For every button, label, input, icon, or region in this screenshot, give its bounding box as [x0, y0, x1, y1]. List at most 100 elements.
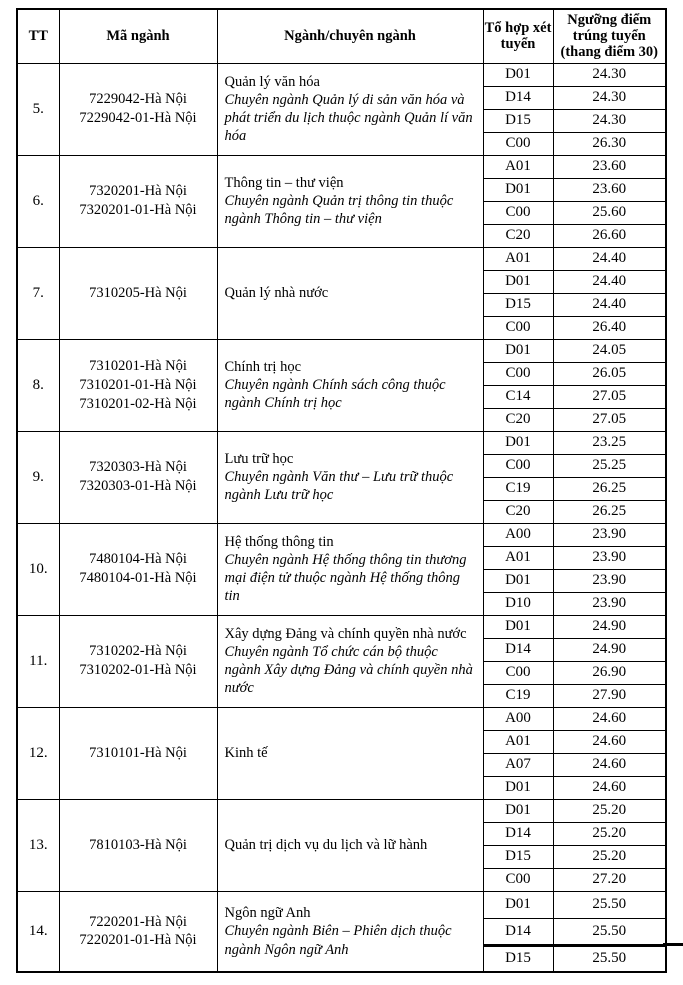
table-row: 6. 7320201-Hà Nội 7320201-01-Hà Nội Thông t…	[16, 154, 667, 248]
major-cell: Quản trị dịch vụ du lịch và lữ hành	[216, 798, 484, 892]
major-code-cell: 7310202-Hà Nội 7310202-01-Hà Nội	[58, 614, 218, 708]
row-number: 5.	[16, 62, 60, 156]
combo-cell: A01	[482, 246, 554, 271]
score-cell: 24.60	[552, 706, 667, 731]
table-body: 5. 7229042-Hà Nội 7229042-01-Hà Nội Quản lý…	[16, 62, 667, 973]
score-subrow: C00 26.90	[17, 660, 667, 685]
major-code-cell: 7320303-Hà Nội 7320303-01-Hà Nội	[58, 430, 218, 524]
combo-cell: A00	[482, 522, 554, 547]
combo-cell: D01	[482, 338, 554, 363]
major-name: Ngôn ngữ Anh	[224, 905, 311, 922]
major-cell: Chính trị học Chuyên ngành Chính sách côn…	[216, 338, 484, 432]
table-header: TT Mã ngành Ngành/chuyên ngành Tổ hợp xé…	[16, 8, 667, 64]
major-name: Thông tin – thư viện	[224, 174, 344, 191]
combo-cell: D01	[482, 798, 554, 823]
major-code-line: 7480104-Hà Nội	[89, 551, 187, 568]
combo-cell: D01	[482, 614, 554, 639]
combo-cell: D14	[482, 85, 554, 110]
combo-cell: C20	[482, 499, 554, 524]
score-cell: 25.60	[552, 200, 667, 225]
major-name: Kinh tế	[224, 745, 268, 762]
score-subrow: C20 27.05	[17, 407, 667, 432]
score-cell: 26.90	[552, 660, 667, 685]
score-cell: 24.90	[552, 637, 667, 662]
combo-cell: D01	[482, 775, 554, 800]
table-row: 12. 7310101-Hà Nội Kinh tế A00 24.60	[16, 706, 667, 800]
major-cell: Quản lý văn hóa Chuyên ngành Quản lý di s…	[216, 62, 484, 156]
major-cell: Lưu trữ học Chuyên ngành Văn thư – Lưu tr…	[216, 430, 484, 524]
combo-cell: D01	[482, 62, 554, 87]
combo-cell: C00	[482, 867, 554, 892]
combo-cell: D14	[482, 917, 554, 946]
score-cell: 27.20	[552, 867, 667, 892]
score-cell: 23.90	[552, 545, 667, 570]
table-row: 8. 7310201-Hà Nội 7310201-01-Hà Nội 7310201…	[16, 338, 667, 432]
col-header-nguong-diem: Ngưỡng điểm trúng tuyển (thang điểm 30)	[552, 8, 667, 64]
table-row: 10. 7480104-Hà Nội 7480104-01-Hà Nội Hệ thố…	[16, 522, 667, 616]
major-cell: Xây dựng Đảng và chính quyền nhà nước Chu…	[216, 614, 484, 708]
row-number: 6.	[16, 154, 60, 248]
combo-cell: D14	[482, 821, 554, 846]
major-name: Quản lý nhà nước	[224, 285, 329, 302]
combo-cell: C00	[482, 315, 554, 340]
score-cell: 23.90	[552, 522, 667, 547]
score-subrow: A07 24.60	[17, 752, 667, 777]
combo-cell: D15	[482, 943, 554, 973]
score-subrow: C20 26.25	[17, 499, 667, 524]
major-code-cell: 7310201-Hà Nội 7310201-01-Hà Nội 7310201-0…	[58, 338, 218, 432]
major-code-line: 7310201-02-Hà Nội	[79, 395, 197, 412]
major-code-line: 7320303-01-Hà Nội	[79, 478, 197, 495]
combo-cell: C19	[482, 476, 554, 501]
major-name: Quản trị dịch vụ du lịch và lữ hành	[224, 837, 428, 854]
score-cell: 25.20	[552, 844, 667, 869]
score-subrow: C00 26.05	[17, 361, 667, 386]
score-cell: 27.05	[552, 407, 667, 432]
combo-cell: D01	[482, 177, 554, 202]
col-header-to-hop-xet-tuyen: Tổ hợp xét tuyển	[482, 8, 554, 64]
major-code-line: 7310202-Hà Nội	[89, 643, 187, 660]
table-row: 11. 7310202-Hà Nội 7310202-01-Hà Nội Xây dự…	[16, 614, 667, 708]
row-number: 14.	[16, 890, 60, 973]
score-subrow: D14 24.30	[17, 85, 667, 110]
combo-cell: C00	[482, 660, 554, 685]
score-subrow: A01 24.60	[17, 729, 667, 754]
table-row: 5. 7229042-Hà Nội 7229042-01-Hà Nội Quản lý…	[16, 62, 667, 156]
major-code-line: 7320201-01-Hà Nội	[79, 202, 197, 219]
combo-cell: C00	[482, 361, 554, 386]
major-specialization: Chuyên ngành Chính sách công thuộc ngành…	[224, 377, 446, 412]
score-cell: 23.60	[552, 154, 667, 179]
major-code-line: 7320303-Hà Nội	[89, 459, 187, 476]
major-code-cell: 7220201-Hà Nội 7220201-01-Hà Nội	[58, 890, 218, 973]
combo-cell: D14	[482, 637, 554, 662]
table-row: 14. 7220201-Hà Nội 7220201-01-Hà Nội Ngôn n…	[16, 890, 667, 973]
major-cell: Kinh tế	[216, 706, 484, 800]
score-subrow: D14 25.50	[17, 917, 667, 946]
score-cell: 23.25	[552, 430, 667, 455]
score-subrow: C00 26.30	[17, 131, 667, 156]
score-subrow: C19 26.25	[17, 476, 667, 501]
row-number: 10.	[16, 522, 60, 616]
score-cell: 25.50	[552, 917, 667, 946]
score-cell: 27.90	[552, 683, 667, 708]
score-cell: 25.50	[552, 943, 667, 973]
score-cell: 26.25	[552, 499, 667, 524]
major-code-line: 7310202-01-Hà Nội	[79, 662, 197, 679]
score-cell: 24.60	[552, 775, 667, 800]
combo-cell: D15	[482, 292, 554, 317]
score-cell: 23.90	[552, 591, 667, 616]
score-subrow: D15 24.40	[17, 292, 667, 317]
combo-cell: D01	[482, 568, 554, 593]
score-cell: 25.20	[552, 798, 667, 823]
score-cell: 27.05	[552, 384, 667, 409]
admission-score-table: TT Mã ngành Ngành/chuyên ngành Tổ hợp xé…	[16, 8, 667, 974]
row-number: 12.	[16, 706, 60, 800]
major-code-cell: 7229042-Hà Nội 7229042-01-Hà Nội	[58, 62, 218, 156]
score-cell: 24.30	[552, 108, 667, 133]
combo-cell: C20	[482, 223, 554, 248]
table-row: 9. 7320303-Hà Nội 7320303-01-Hà Nội Lưu trữ…	[16, 430, 667, 524]
major-cell: Quản lý nhà nước	[216, 246, 484, 340]
combo-cell: A01	[482, 154, 554, 179]
major-code-line: 7310201-Hà Nội	[89, 357, 187, 374]
major-code-cell: 7480104-Hà Nội 7480104-01-Hà Nội	[58, 522, 218, 616]
